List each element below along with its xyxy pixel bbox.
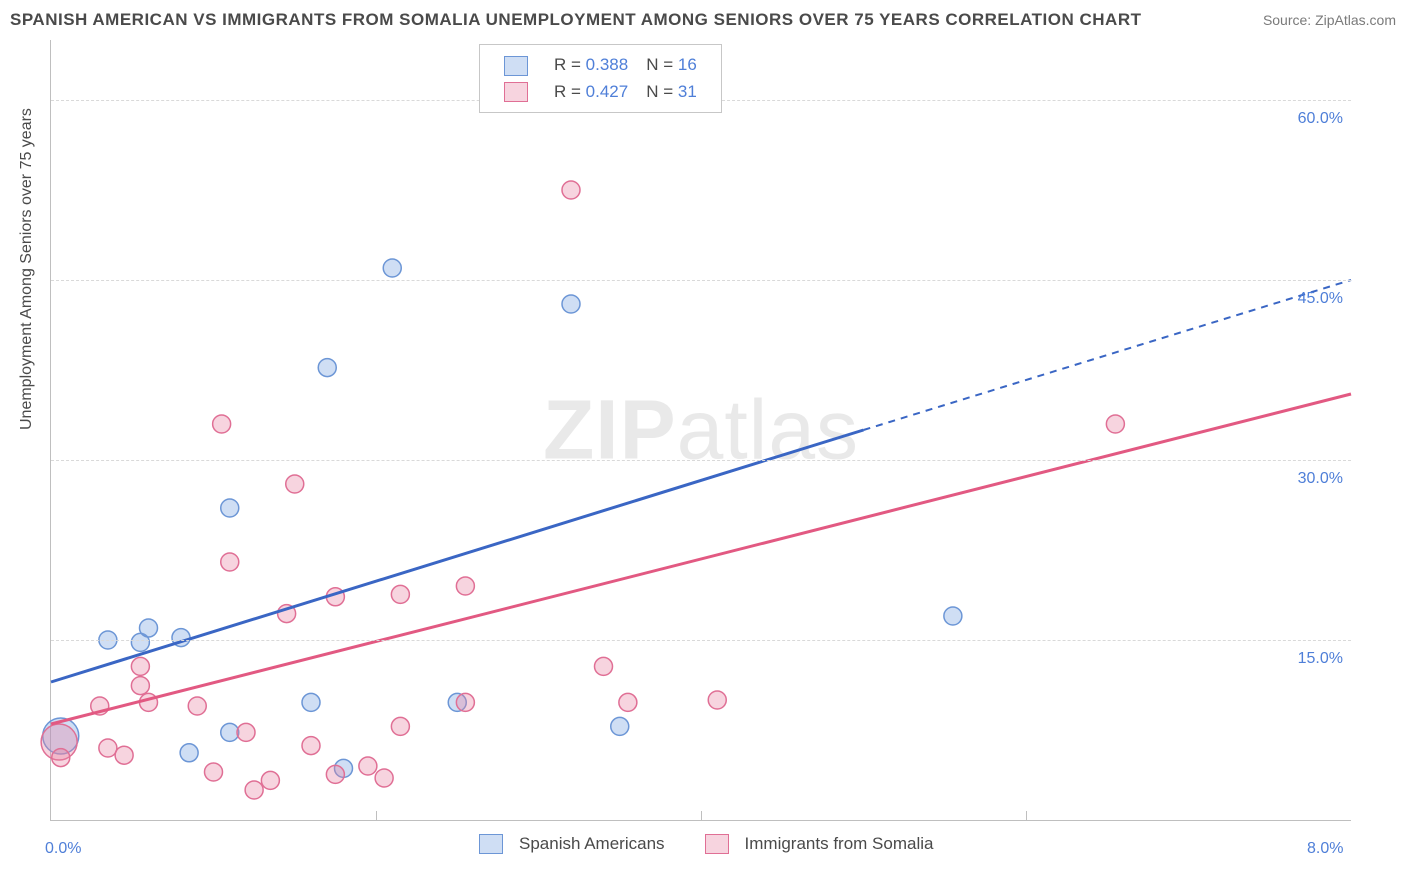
- data-point: [944, 607, 962, 625]
- data-point: [261, 771, 279, 789]
- data-point: [391, 717, 409, 735]
- series-legend: Spanish Americans Immigrants from Somalia: [479, 834, 933, 854]
- data-point: [52, 749, 70, 767]
- data-point: [221, 723, 239, 741]
- data-point: [391, 585, 409, 603]
- data-point: [1106, 415, 1124, 433]
- data-point: [180, 744, 198, 762]
- legend-swatch: [504, 56, 528, 76]
- legend-n-label: N = 16: [638, 53, 705, 78]
- data-point: [326, 765, 344, 783]
- source-label: Source: ZipAtlas.com: [1263, 12, 1396, 28]
- data-point: [595, 657, 613, 675]
- legend-r-label: R = 0.388: [546, 53, 636, 78]
- legend-swatch: [504, 82, 528, 102]
- x-tick: [1026, 811, 1027, 821]
- data-point: [221, 553, 239, 571]
- legend-n-label: N = 31: [638, 80, 705, 105]
- y-tick-label: 15.0%: [1298, 650, 1343, 668]
- x-tick-label: 8.0%: [1307, 840, 1343, 858]
- gridline: [51, 640, 1351, 641]
- data-point: [286, 475, 304, 493]
- data-point: [237, 723, 255, 741]
- legend-swatch: [705, 834, 729, 854]
- data-point: [99, 739, 117, 757]
- data-point: [359, 757, 377, 775]
- legend-item: Spanish Americans: [479, 834, 665, 854]
- data-point: [245, 781, 263, 799]
- legend-series-name: Spanish Americans: [519, 834, 665, 854]
- data-point: [611, 717, 629, 735]
- gridline: [51, 280, 1351, 281]
- data-point: [619, 693, 637, 711]
- data-point: [302, 737, 320, 755]
- data-point: [562, 181, 580, 199]
- data-point: [302, 693, 320, 711]
- legend-item: Immigrants from Somalia: [705, 834, 934, 854]
- x-tick-label: 0.0%: [45, 840, 81, 858]
- legend-series-name: Immigrants from Somalia: [745, 834, 934, 854]
- plot-svg: [51, 40, 1351, 820]
- data-point: [708, 691, 726, 709]
- data-point: [318, 359, 336, 377]
- legend-swatch: [479, 834, 503, 854]
- data-point: [140, 693, 158, 711]
- trend-line: [51, 430, 864, 682]
- data-point: [383, 259, 401, 277]
- trend-line-dashed: [864, 280, 1352, 430]
- data-point: [188, 697, 206, 715]
- chart-title: SPANISH AMERICAN VS IMMIGRANTS FROM SOMA…: [10, 10, 1142, 30]
- x-tick: [376, 811, 377, 821]
- data-point: [131, 657, 149, 675]
- data-point: [221, 499, 239, 517]
- data-point: [205, 763, 223, 781]
- data-point: [456, 577, 474, 595]
- data-point: [115, 746, 133, 764]
- y-tick-label: 60.0%: [1298, 110, 1343, 128]
- data-point: [131, 677, 149, 695]
- data-point: [375, 769, 393, 787]
- y-axis-label: Unemployment Among Seniors over 75 years: [18, 108, 36, 430]
- title-bar: SPANISH AMERICAN VS IMMIGRANTS FROM SOMA…: [10, 6, 1396, 34]
- y-tick-label: 30.0%: [1298, 470, 1343, 488]
- plot-area: ZIPatlas 15.0%30.0%45.0%60.0%0.0%8.0%: [50, 40, 1351, 821]
- data-point: [562, 295, 580, 313]
- legend-r-label: R = 0.427: [546, 80, 636, 105]
- data-point: [456, 693, 474, 711]
- x-tick: [701, 811, 702, 821]
- trend-line: [51, 394, 1351, 724]
- gridline: [51, 460, 1351, 461]
- y-tick-label: 45.0%: [1298, 290, 1343, 308]
- correlation-legend: R = 0.388N = 16R = 0.427N = 31: [479, 44, 722, 113]
- data-point: [213, 415, 231, 433]
- data-point: [140, 619, 158, 637]
